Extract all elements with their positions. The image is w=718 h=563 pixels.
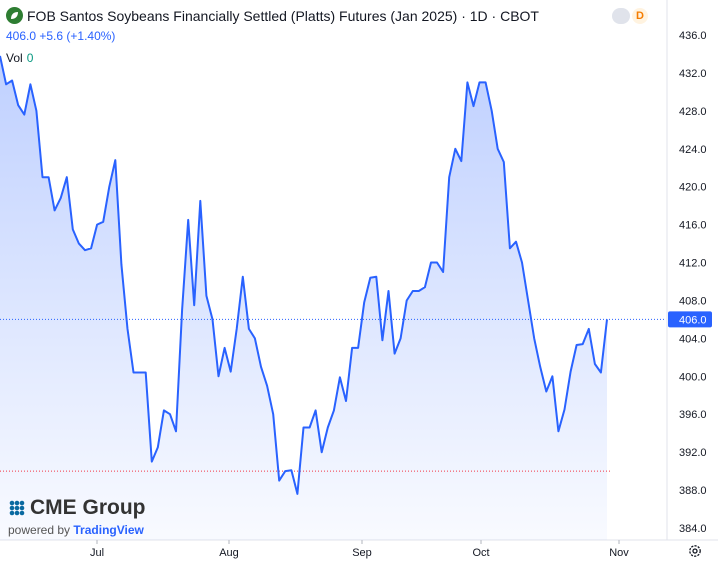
- powered-by-label: powered by: [8, 523, 71, 537]
- y-tick-label: 408.0: [679, 295, 707, 307]
- y-tick-label: 428.0: [679, 106, 707, 118]
- symbol-logo-icon: [6, 7, 23, 24]
- price-readout: 406.0 +5.6 (+1.40%): [6, 29, 115, 43]
- y-tick-label: 424.0: [679, 144, 707, 156]
- volume-readout: Vol 0: [6, 51, 33, 65]
- y-tick-label: 388.0: [679, 485, 707, 497]
- x-tick-label: Oct: [472, 547, 489, 559]
- settings-icon[interactable]: [688, 544, 702, 558]
- y-tick-label: 396.0: [679, 409, 707, 421]
- header-badges: D: [612, 8, 648, 24]
- last-price-text: 406.0: [679, 314, 707, 326]
- y-tick-label: 432.0: [679, 68, 707, 80]
- y-tick-label: 384.0: [679, 523, 707, 535]
- chart-title: FOB Santos Soybeans Financially Settled …: [27, 7, 539, 24]
- y-tick-label: 420.0: [679, 182, 707, 194]
- current-price: 406.0: [6, 29, 37, 43]
- y-tick-label: 412.0: [679, 258, 707, 270]
- x-tick-label: Nov: [609, 547, 629, 559]
- provider-name[interactable]: TradingView: [73, 523, 144, 537]
- y-tick-label: 404.0: [679, 333, 707, 345]
- chart-header: FOB Santos Soybeans Financially Settled …: [6, 7, 539, 24]
- y-tick-label: 400.0: [679, 371, 707, 383]
- price-line[interactable]: [0, 55, 608, 495]
- x-axis[interactable]: Jul Aug Sep Oct Nov: [0, 539, 718, 559]
- area-fill: [0, 55, 607, 541]
- delayed-badge[interactable]: D: [632, 8, 648, 24]
- cme-name: CME Group: [30, 496, 146, 519]
- x-tick-label: Sep: [352, 547, 372, 559]
- branding: CME Group powered by TradingView: [8, 496, 146, 537]
- volume-label: Vol: [6, 51, 23, 65]
- y-tick-label: 416.0: [679, 220, 707, 232]
- toggle-icon[interactable]: [612, 8, 630, 24]
- y-tick-label: 392.0: [679, 447, 707, 459]
- cme-logo-icon: [9, 500, 25, 516]
- price-change: +5.6 (+1.40%): [39, 29, 116, 43]
- last-price-badge: [668, 311, 712, 328]
- y-tick-label: 436.0: [679, 30, 707, 42]
- y-axis[interactable]: 384.0 388.0 392.0 396.0 400.0 404.0 408.0 412.0…: [666, 0, 707, 540]
- last-price-label: 406.0: [668, 311, 712, 328]
- x-tick-label: Aug: [219, 547, 239, 559]
- x-tick-label: Jul: [90, 547, 104, 559]
- volume-value: 0: [26, 51, 34, 65]
